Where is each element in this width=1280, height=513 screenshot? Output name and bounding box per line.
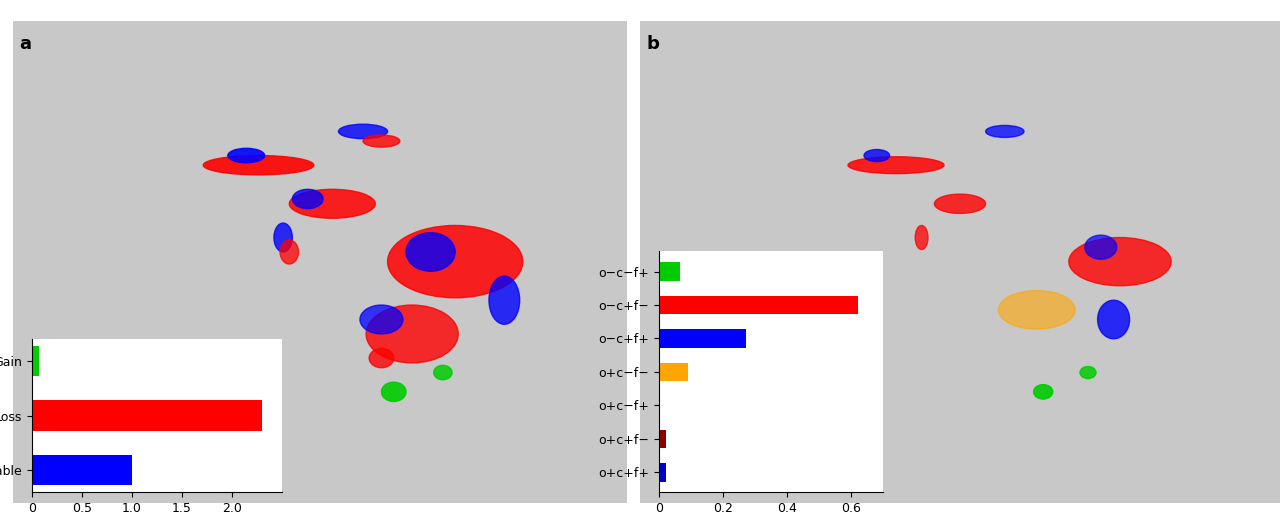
Bar bbox=[659, 329, 745, 348]
Ellipse shape bbox=[369, 348, 394, 368]
Ellipse shape bbox=[434, 365, 452, 380]
Ellipse shape bbox=[489, 276, 520, 324]
Bar bbox=[659, 363, 689, 381]
Bar bbox=[659, 296, 858, 314]
Bar bbox=[32, 346, 38, 376]
Ellipse shape bbox=[204, 155, 314, 175]
Bar bbox=[659, 463, 666, 482]
Ellipse shape bbox=[915, 226, 928, 250]
Bar bbox=[32, 401, 261, 430]
Ellipse shape bbox=[1097, 300, 1129, 339]
Ellipse shape bbox=[986, 125, 1024, 137]
Ellipse shape bbox=[381, 382, 406, 402]
Ellipse shape bbox=[864, 149, 890, 162]
Bar bbox=[32, 456, 132, 485]
Text: a: a bbox=[19, 35, 31, 53]
Ellipse shape bbox=[292, 189, 323, 209]
Ellipse shape bbox=[338, 124, 388, 139]
Ellipse shape bbox=[360, 305, 403, 334]
Ellipse shape bbox=[364, 135, 399, 147]
Ellipse shape bbox=[366, 305, 458, 363]
Ellipse shape bbox=[1085, 235, 1117, 259]
Text: b: b bbox=[646, 35, 659, 53]
Ellipse shape bbox=[934, 194, 986, 213]
Bar bbox=[659, 262, 680, 281]
Ellipse shape bbox=[849, 157, 945, 173]
Bar bbox=[659, 430, 666, 448]
Ellipse shape bbox=[1034, 385, 1052, 399]
Ellipse shape bbox=[388, 226, 522, 298]
Ellipse shape bbox=[274, 223, 292, 252]
Ellipse shape bbox=[289, 189, 375, 218]
Ellipse shape bbox=[406, 233, 456, 271]
Ellipse shape bbox=[228, 148, 265, 163]
Ellipse shape bbox=[280, 240, 298, 264]
Ellipse shape bbox=[1069, 238, 1171, 286]
Ellipse shape bbox=[1080, 366, 1096, 379]
Ellipse shape bbox=[998, 290, 1075, 329]
